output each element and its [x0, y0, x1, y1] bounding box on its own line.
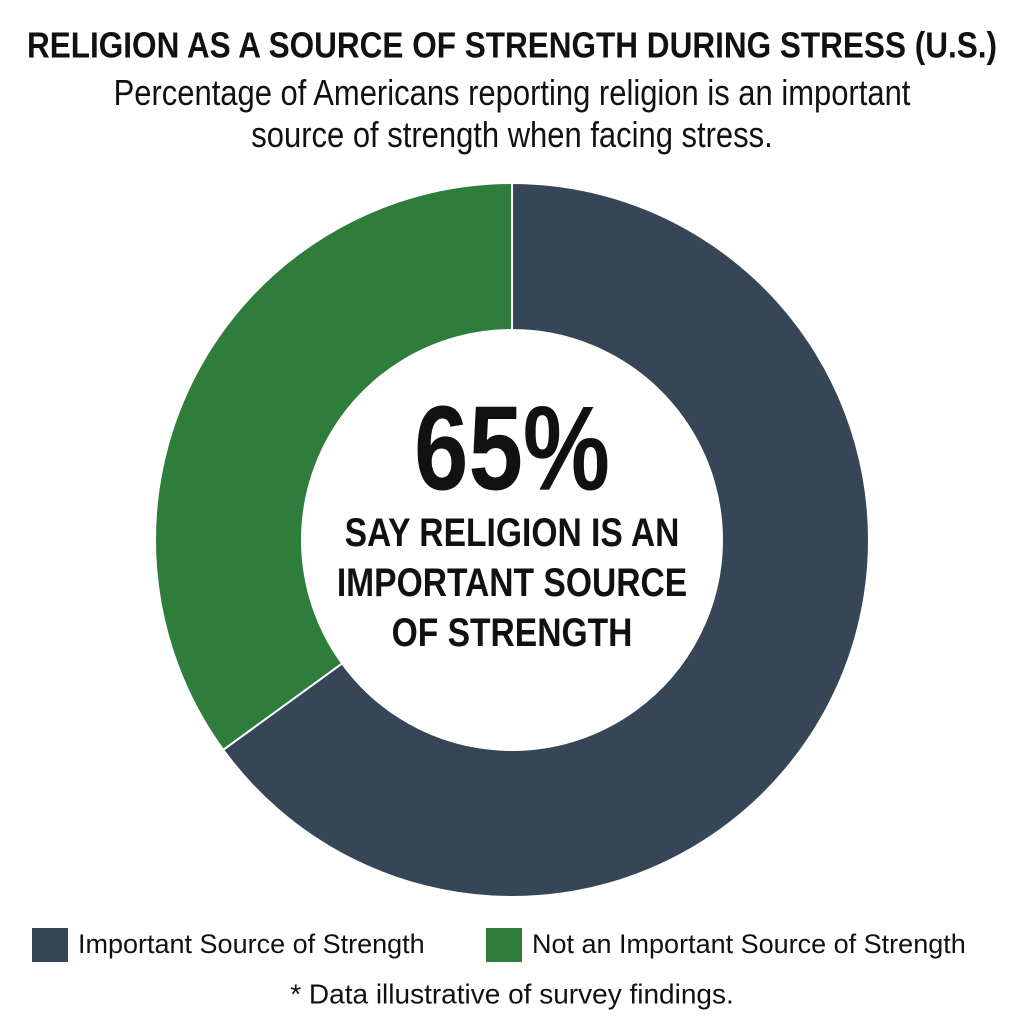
chart-subtitle: Percentage of Americans reporting religi…: [113, 72, 911, 155]
chart-title: RELIGION AS A SOURCE OF STRENGTH DURING …: [27, 25, 997, 66]
donut-segment: [154, 181, 513, 752]
donut-segment: [221, 181, 870, 898]
legend-label: Not an Important Source of Strength: [532, 929, 966, 959]
legend-swatch: [486, 928, 522, 962]
legend-label: Important Source of Strength: [78, 929, 425, 959]
footnote: * Data illustrative of survey findings.: [290, 978, 734, 1009]
center-annotation: SAY RELIGION IS AN IMPORTANT SOURCE OF S…: [336, 511, 688, 655]
legend-swatch: [32, 928, 68, 962]
center-value-label: 65%: [414, 382, 610, 516]
